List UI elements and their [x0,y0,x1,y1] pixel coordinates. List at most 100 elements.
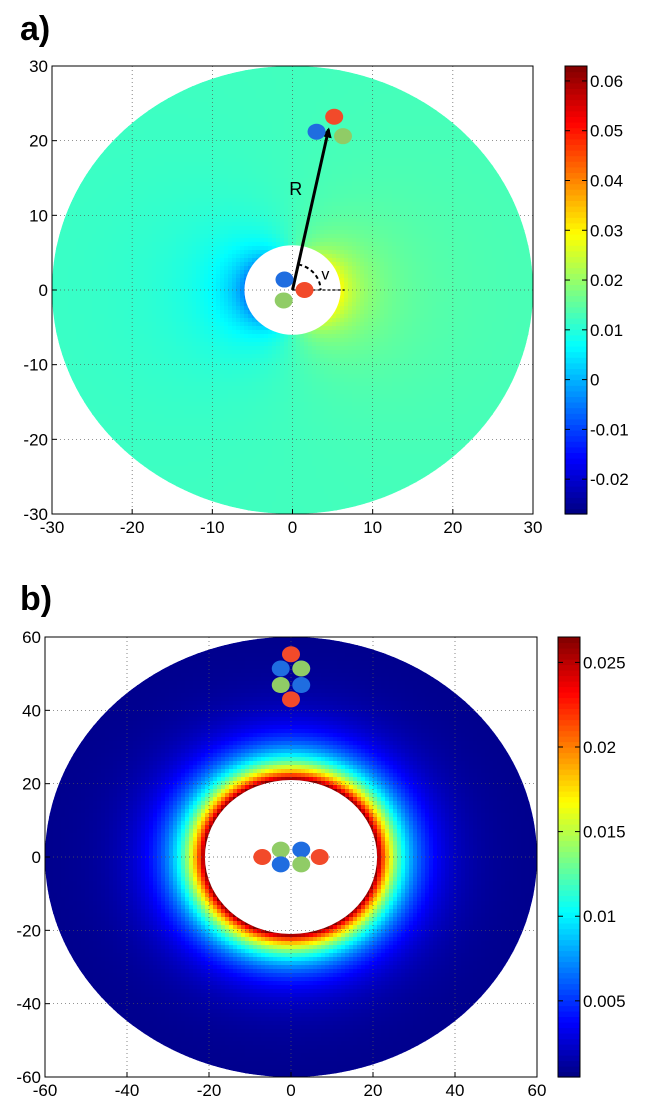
colorbar-band [558,692,580,699]
colorbar-band [558,1022,580,1029]
colorbar-band [565,396,587,403]
colorbar-band [558,890,580,897]
colorbar-band [558,785,580,792]
atom-outer [271,660,290,677]
atom-outer [334,128,353,145]
colorbar-band [558,818,580,825]
colorbar-tick-label: 0.015 [583,823,626,842]
colorbar-band [558,1000,580,1007]
colorbar-band [565,166,587,173]
colorbar-band [565,446,587,453]
colorbar-band [558,681,580,688]
colorbar-band [565,362,587,369]
panel-a-chart: -30 -20 -10 0 10 20 30 -30 -20 -10 0 10 20 30 Rv -0.02 -… [23,57,628,537]
colorbar-band [565,329,587,336]
colorbar-band [565,116,587,123]
colorbar-band [558,950,580,957]
colorbar-band [558,813,580,820]
colorbar-band [558,879,580,886]
colorbar-band [565,368,587,375]
x-tick-label: 0 [288,518,297,537]
colorbar-band [565,161,587,168]
colorbar-band [565,458,587,465]
x-tick-label: -20 [197,1081,222,1100]
colorbar-band [565,306,587,313]
colorbar-band [565,77,587,84]
colorbar-band [558,703,580,710]
colorbar-band [558,868,580,875]
colorbar-band [565,211,587,218]
colorbar-band [565,155,587,162]
r-vector-label: R [289,179,302,199]
colorbar-band [558,835,580,842]
colorbar-frame [564,65,588,515]
colorbar-band [558,862,580,869]
colorbar-band [565,312,587,319]
colorbar-band [565,194,587,201]
colorbar-band [565,222,587,229]
colorbar-band [558,1016,580,1023]
colorbar-tick-label: 0 [590,371,599,390]
colorbar-band [565,290,587,297]
colorbar-band [558,928,580,935]
x-tick-label: 40 [446,1081,465,1100]
y-tick-label: 0 [39,281,48,300]
colorbar-band [565,250,587,257]
colorbar-band [565,452,587,459]
atom-outer [282,646,300,663]
colorbar-band [565,491,587,498]
colorbar-band [558,829,580,836]
colorbar-band [558,1044,580,1051]
colorbar-band [558,1027,580,1034]
colorbar-band [565,217,587,224]
colorbar-band [565,239,587,246]
x-tick-label: 20 [443,518,462,537]
colorbar-band [565,200,587,207]
colorbar-band [565,390,587,397]
atom-inner [292,841,311,858]
x-tick-label: -30 [40,518,65,537]
colorbar-band [565,474,587,481]
colorbar-band [558,780,580,787]
colorbar-tick-label: 0.025 [583,653,626,672]
x-tick-label: -20 [120,518,145,537]
colorbar-band [565,441,587,448]
colorbar-band [558,978,580,985]
colorbar-band [565,144,587,151]
colorbar-band [565,94,587,101]
colorbar-band [565,334,587,341]
panel-b-label: b) [20,580,52,619]
colorbar-band [565,256,587,263]
colorbar-band [565,234,587,241]
colorbar-band [565,379,587,386]
colorbar-band [565,435,587,442]
x-tick-label: -10 [200,518,225,537]
colorbar-band [558,802,580,809]
colorbar-band [558,972,580,979]
colorbar-band [558,961,580,968]
y-tick-label: -30 [23,505,48,524]
colorbar-band [565,430,587,437]
colorbar-band [558,664,580,671]
colorbar-band [565,318,587,325]
colorbar-band [558,741,580,748]
colorbar-band [558,730,580,737]
colorbar-band [558,686,580,693]
colorbar-band [558,1060,580,1067]
colorbar-tick-label: 0.02 [590,271,623,290]
angle-label: v [321,267,329,284]
angle-arc [298,263,322,291]
colorbar-band [558,989,580,996]
x-tick-label: 20 [364,1081,383,1100]
colorbar-band [558,697,580,704]
colorbar-band [565,295,587,302]
atom-outer [325,108,344,125]
colorbar-tick-label: 0.03 [590,221,623,240]
atom-inner [292,856,311,873]
colorbar-band [558,769,580,776]
colorbar-band [565,189,587,196]
colorbar-band [558,807,580,814]
x-tick-label: -40 [115,1081,140,1100]
colorbar-band [565,407,587,414]
colorbar-band [565,150,587,157]
